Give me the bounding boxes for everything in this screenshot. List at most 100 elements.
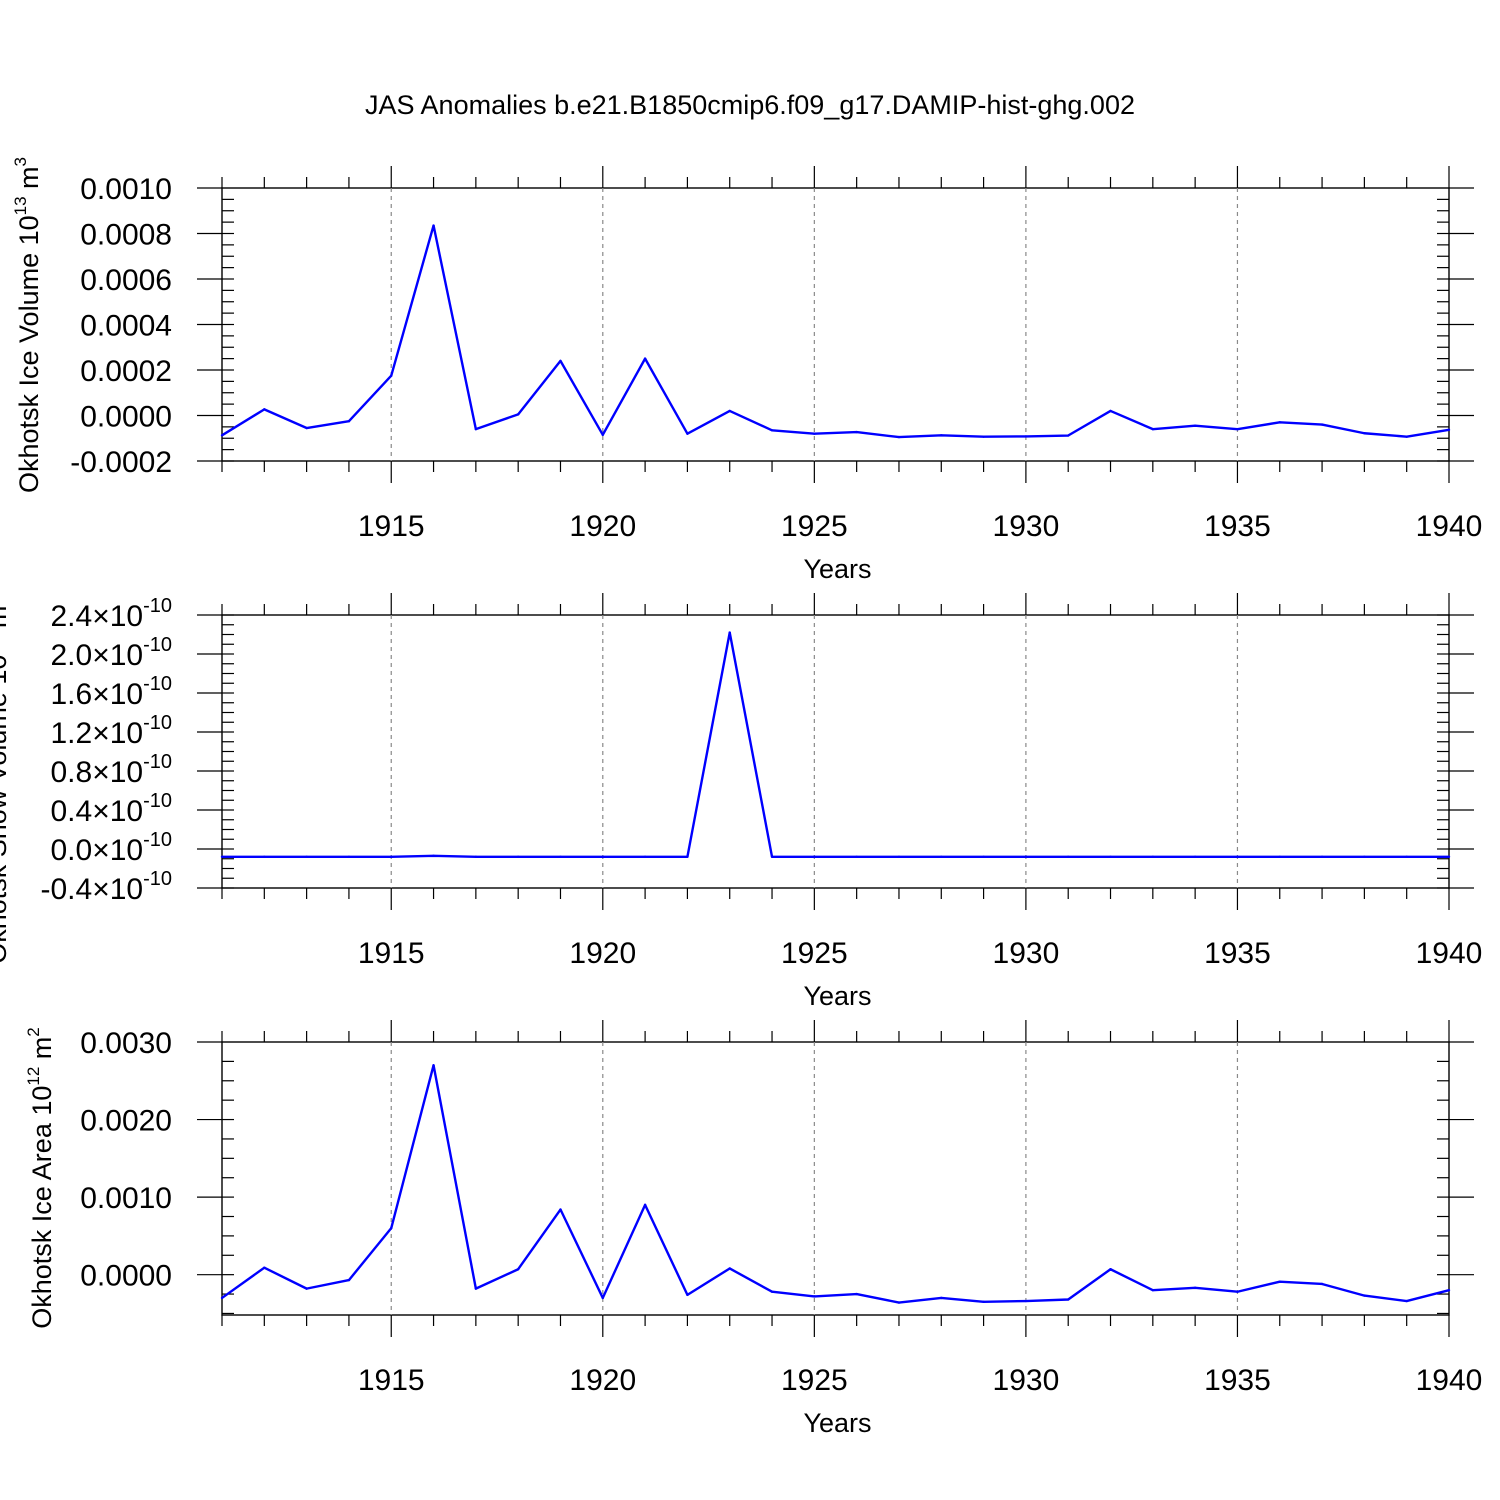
y-tick-label: 1.2×10-10	[50, 712, 172, 750]
x-tick-label: 1925	[781, 937, 848, 970]
data-point	[1320, 1282, 1324, 1286]
data-point	[305, 426, 308, 430]
data-point	[728, 1267, 731, 1270]
y-tick-label: 0.0010	[80, 1182, 172, 1215]
panel-3: 1915 1920 1925 1930 1935 1940 Years 0.0000 0.001…	[24, 1020, 1482, 1438]
x-axis-title: Years	[803, 554, 871, 584]
data-point	[770, 1290, 774, 1293]
y-tick-label: 0.0006	[80, 264, 172, 297]
data-point	[1405, 855, 1408, 858]
data-point	[1024, 435, 1028, 438]
data-point	[1193, 424, 1197, 427]
data-point	[220, 434, 224, 437]
data-point	[1024, 1299, 1028, 1303]
x-axis-title: Years	[803, 981, 871, 1011]
data-point	[1067, 1298, 1070, 1301]
data-point	[813, 1295, 816, 1298]
data-point	[1363, 1294, 1366, 1297]
data-point	[855, 1292, 858, 1296]
data-point	[940, 434, 943, 437]
data-point	[1067, 855, 1070, 858]
x-tick-label: 1935	[1204, 510, 1271, 543]
data-point	[474, 427, 478, 431]
data-point	[1278, 1280, 1281, 1283]
y-tick-label: 0.0030	[80, 1027, 172, 1060]
data-point	[601, 1296, 604, 1300]
x-tick-label: 1930	[993, 937, 1060, 970]
data-point	[940, 1296, 943, 1300]
data-point	[940, 855, 943, 858]
data-point	[474, 1287, 478, 1290]
y-tick-label: 0.0008	[80, 219, 172, 252]
data-point	[855, 855, 858, 858]
data-point	[432, 1064, 435, 1067]
data-point	[1363, 855, 1366, 858]
y-tick-label: 0.0×10-10	[50, 829, 172, 867]
data-point	[559, 855, 562, 858]
data-point	[1447, 855, 1451, 858]
data-point	[770, 855, 774, 858]
x-tick-label: 1915	[358, 510, 425, 543]
data-point	[1363, 432, 1366, 435]
data-point	[1405, 435, 1408, 438]
data-point	[1151, 427, 1155, 431]
y-tick-label: -0.0002	[70, 446, 172, 479]
series-line	[222, 631, 1449, 858]
data-point	[516, 413, 520, 416]
data-point	[1236, 1290, 1239, 1293]
y-tick-label: 0.4×10-10	[50, 790, 172, 828]
y-tick-label: -0.4×10-10	[40, 868, 172, 906]
data-point	[1193, 1286, 1197, 1290]
data-point	[1024, 855, 1028, 858]
y-tick-label: 1.6×10-10	[50, 673, 172, 711]
x-tick-label: 1920	[569, 1364, 636, 1397]
data-point	[347, 855, 351, 858]
data-point	[686, 855, 689, 858]
x-tick-label: 1920	[569, 937, 636, 970]
data-point	[1067, 434, 1070, 437]
data-point	[516, 855, 520, 858]
x-tick-label: 1935	[1204, 937, 1271, 970]
data-point	[1447, 428, 1451, 432]
data-point	[347, 1278, 351, 1282]
figure-title: JAS Anomalies b.e21.B1850cmip6.f09_g17.D…	[365, 90, 1135, 120]
data-point	[770, 429, 774, 432]
data-point	[1109, 409, 1112, 413]
data-point	[1320, 855, 1324, 858]
data-point	[347, 419, 351, 423]
data-point	[813, 855, 816, 858]
data-point	[897, 855, 901, 858]
data-point	[728, 631, 731, 634]
y-tick-label: 2.0×10-10	[50, 634, 172, 672]
data-point	[855, 430, 858, 434]
data-point	[1236, 855, 1239, 858]
x-tick-label: 1940	[1416, 510, 1483, 543]
data-point	[897, 435, 901, 439]
data-point	[305, 855, 308, 858]
data-point	[982, 1300, 985, 1304]
y-tick-label: 0.0010	[80, 173, 172, 206]
x-tick-label: 1940	[1416, 937, 1483, 970]
y-tick-label: 0.8×10-10	[50, 751, 172, 789]
data-point	[643, 1203, 647, 1207]
data-point	[643, 357, 647, 360]
x-tick-label: 1915	[358, 1364, 425, 1397]
y-tick-label: 0.0004	[80, 310, 172, 343]
data-point	[1151, 855, 1155, 858]
data-point	[1278, 855, 1281, 858]
plot-frame	[221, 1041, 1450, 1316]
data-point	[1236, 427, 1239, 431]
data-point	[1405, 1299, 1408, 1303]
data-point	[601, 855, 604, 858]
data-point	[897, 1301, 901, 1304]
data-point	[643, 855, 647, 858]
data-point	[982, 855, 985, 858]
y-tick-label: 2.4×10-10	[50, 595, 172, 633]
y-tick-label: 0.0002	[80, 355, 172, 388]
data-point	[601, 433, 604, 437]
data-point	[1109, 855, 1112, 858]
y-axis-title: Okhotsk Ice Volume 1013 m3	[11, 157, 44, 493]
data-point	[559, 359, 562, 363]
y-tick-label: 0.0020	[80, 1105, 172, 1138]
x-tick-label: 1920	[569, 510, 636, 543]
